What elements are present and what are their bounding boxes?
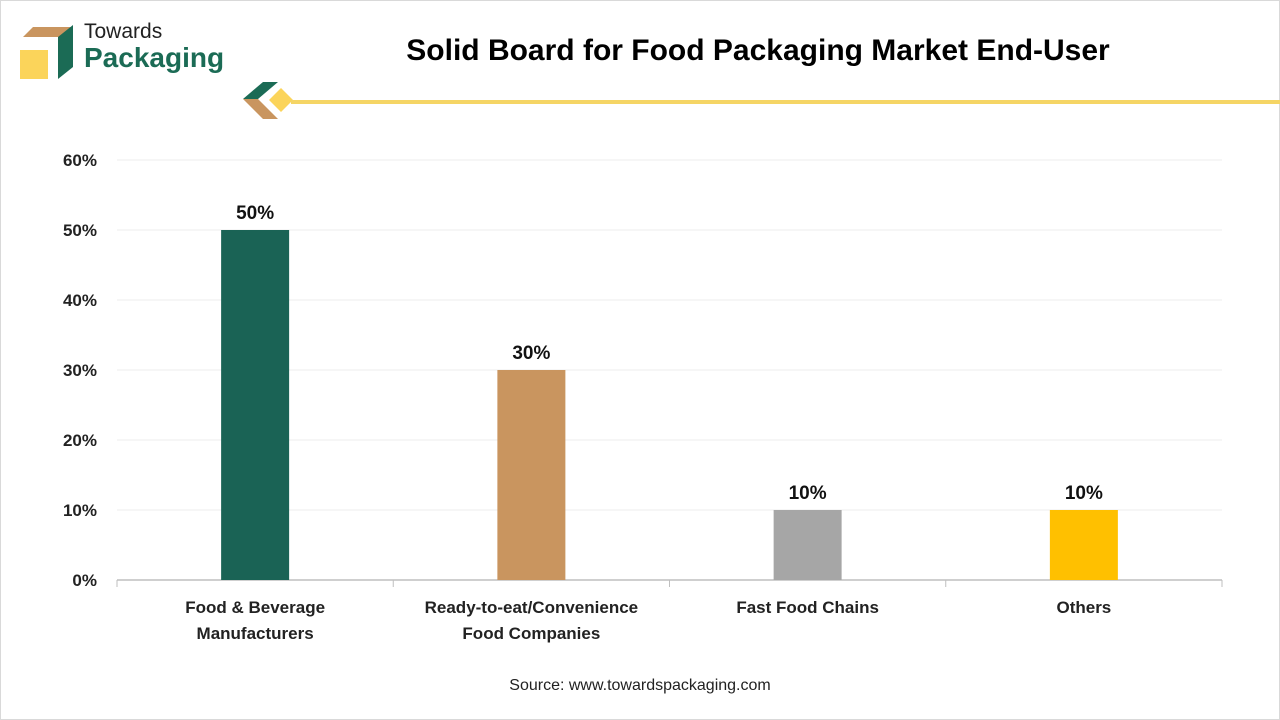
logo-text-towards: Towards	[84, 20, 163, 43]
y-tick-label: 30%	[63, 361, 97, 380]
data-label: 30%	[512, 343, 550, 364]
chart-title: Solid Board for Food Packaging Market En…	[406, 34, 1110, 67]
data-label: 10%	[1065, 483, 1103, 504]
bar	[497, 370, 566, 580]
data-label: 50%	[236, 203, 274, 224]
source-text: Source: www.towardspackaging.com	[509, 677, 771, 694]
y-tick-label: 10%	[63, 501, 97, 520]
y-tick-label: 60%	[63, 151, 97, 170]
title-underline-decoration	[243, 82, 1280, 119]
y-tick-label: 40%	[63, 291, 97, 310]
logo-box-icon	[20, 25, 73, 79]
x-tick-label: Manufacturers	[197, 624, 314, 643]
bar	[221, 230, 290, 580]
bar	[773, 510, 842, 580]
x-tick-label: Food & Beverage	[185, 598, 325, 617]
x-tick-label: Fast Food Chains	[736, 598, 879, 617]
y-tick-label: 0%	[72, 571, 97, 590]
y-tick-label: 20%	[63, 431, 97, 450]
logo-text-packaging: Packaging	[84, 42, 225, 73]
x-tick-label: Others	[1056, 598, 1111, 617]
bar	[1049, 510, 1118, 580]
data-label: 10%	[789, 483, 827, 504]
x-tick-label: Ready-to-eat/Convenience	[425, 598, 639, 617]
x-tick-label: Food Companies	[462, 624, 600, 643]
y-tick-label: 50%	[63, 221, 97, 240]
